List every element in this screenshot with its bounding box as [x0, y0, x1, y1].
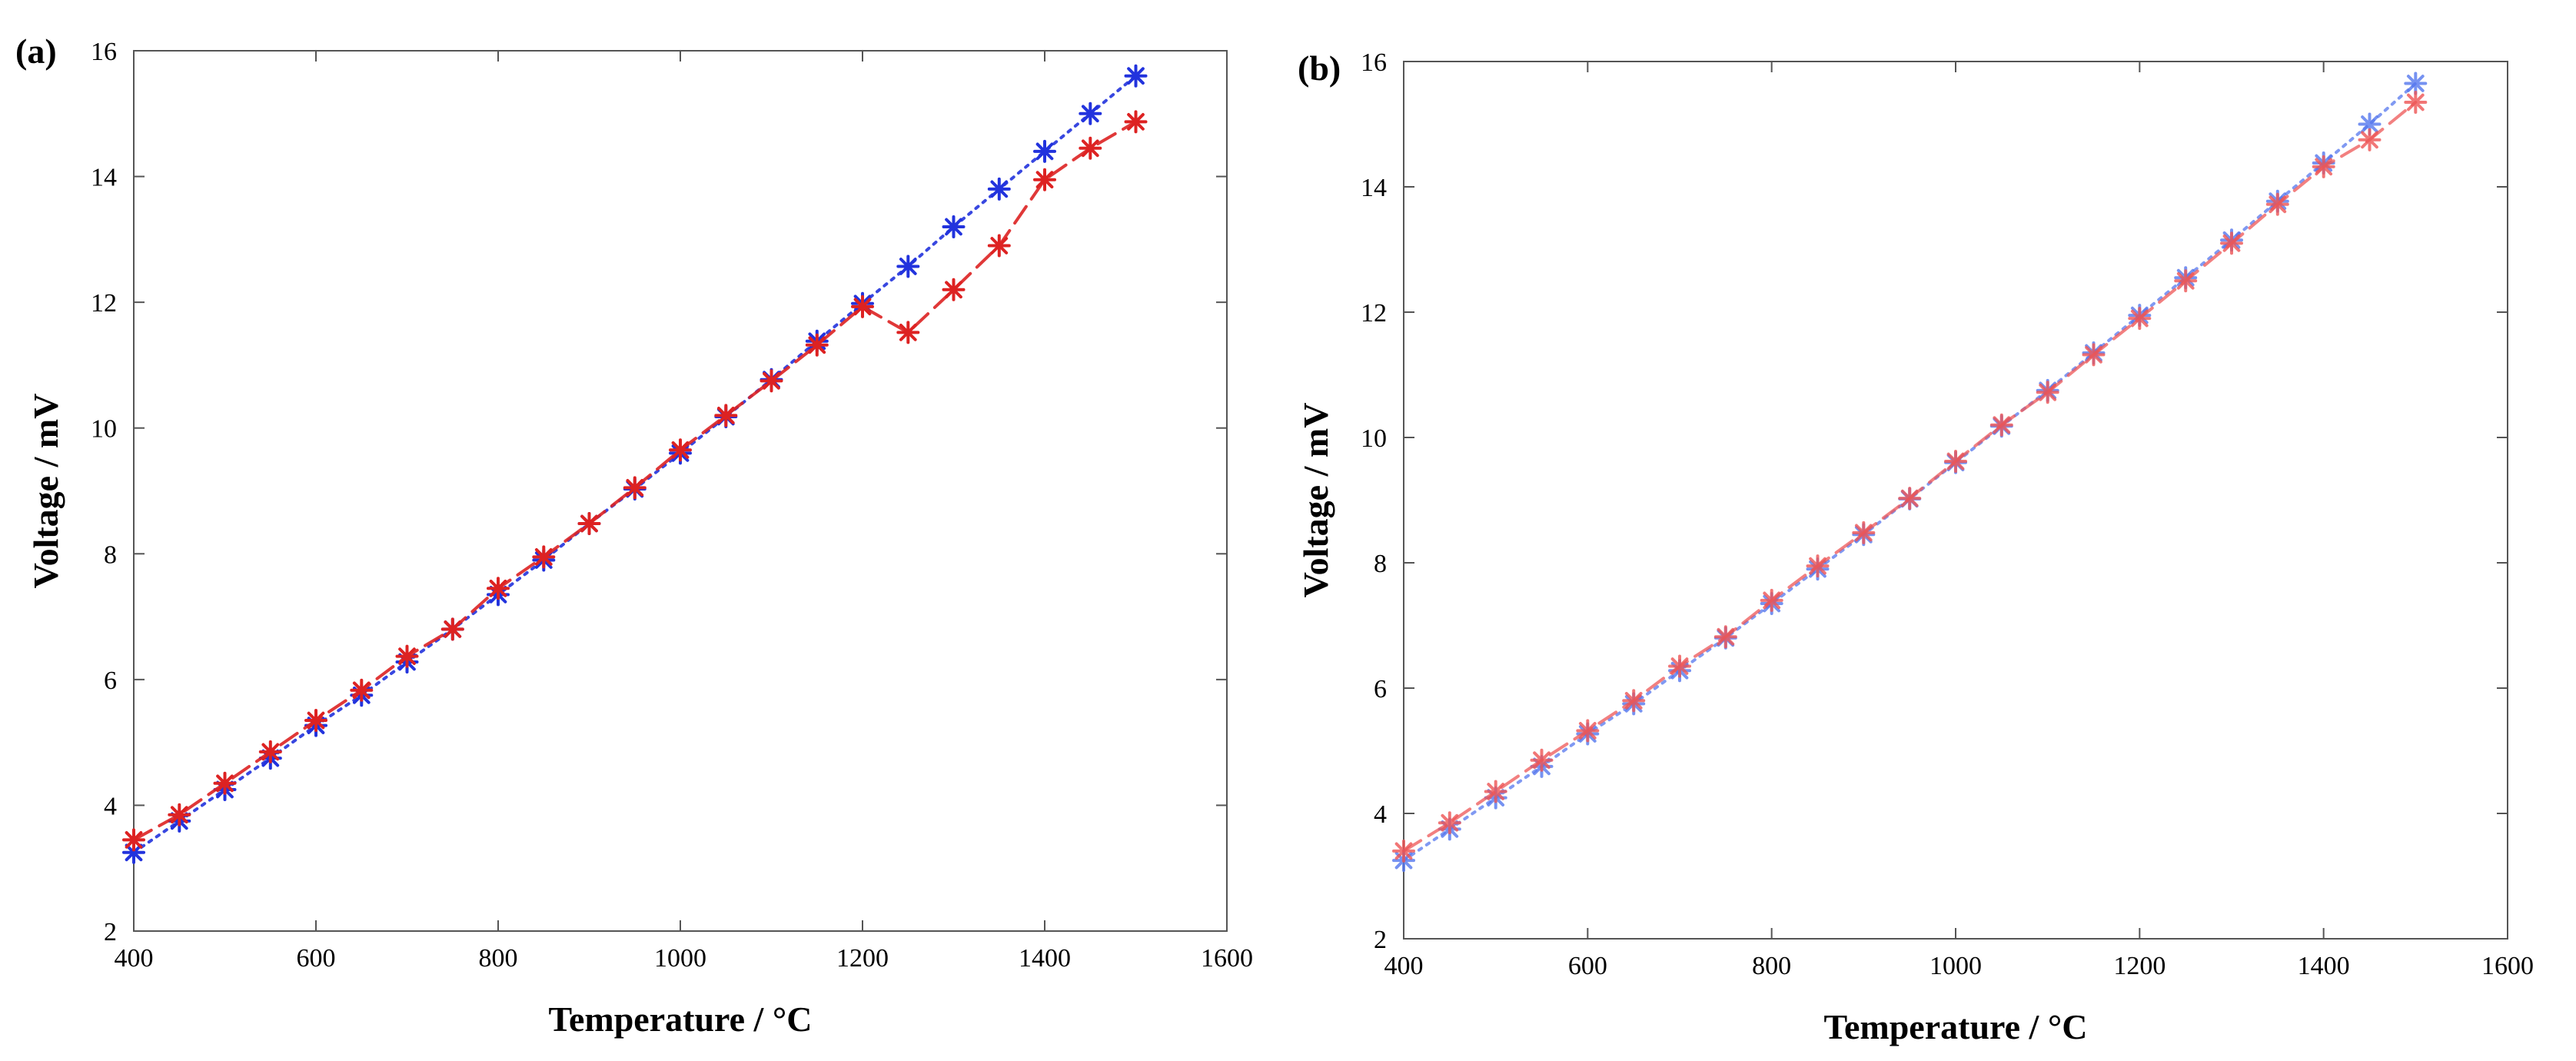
data-point — [1530, 748, 1554, 772]
data-point — [1033, 139, 1056, 163]
data-point — [1079, 101, 1102, 125]
data-point — [1944, 450, 1967, 473]
data-point — [168, 803, 191, 827]
y-tick-label: 16 — [91, 38, 117, 66]
data-point — [2128, 307, 2152, 331]
x-tick-label: 1600 — [2481, 952, 2534, 980]
y-tick-label: 2 — [1374, 926, 1387, 954]
x-tick-label: 1400 — [1019, 944, 1071, 973]
data-point — [1806, 554, 1830, 578]
data-point — [623, 476, 646, 500]
x-tick-label: 400 — [1384, 952, 1424, 980]
x-tick-label: 800 — [1752, 952, 1791, 980]
data-point — [2312, 155, 2335, 178]
panel-label: (b) — [1298, 48, 1341, 88]
data-point — [760, 369, 783, 393]
data-point — [1576, 719, 1600, 743]
data-point — [1438, 811, 1461, 835]
data-point — [896, 321, 920, 344]
data-point — [2404, 91, 2428, 114]
x-tick-label: 1200 — [836, 944, 889, 973]
chart-panel-a: 400 600 800 1000 1200 1400 1600 2 4 6 8 10 12 14 16 Tem… — [15, 32, 1253, 1039]
y-tick-label: 6 — [104, 667, 117, 695]
chart-panel-b: 400 600 800 1000 1200 1400 1600 2 4 6 8 10 12 14 16 Tem… — [1296, 48, 2534, 1046]
data-point — [1898, 487, 1922, 511]
data-point — [213, 771, 237, 795]
y-tick-label: 4 — [1374, 800, 1387, 829]
data-point — [1124, 64, 1148, 88]
data-point — [1713, 625, 1737, 649]
data-point — [1622, 689, 1646, 713]
data-point — [942, 278, 966, 301]
x-tick-label: 400 — [115, 944, 154, 973]
y-tick-label: 2 — [104, 918, 117, 946]
data-point — [1484, 780, 1507, 803]
data-point — [1392, 839, 1415, 863]
data-point — [2174, 269, 2198, 293]
y-axis-title: Voltage / mV — [1296, 403, 1335, 598]
data-point — [2358, 128, 2382, 151]
data-point — [714, 404, 738, 427]
data-point — [1668, 654, 1691, 678]
data-point — [2220, 231, 2243, 255]
data-point — [987, 234, 1011, 258]
y-tick-label: 14 — [1361, 174, 1387, 202]
plot-frame — [133, 50, 1228, 932]
y-tick-label: 12 — [1361, 299, 1387, 328]
y-tick-label: 16 — [1361, 48, 1387, 77]
data-point — [2265, 192, 2289, 216]
series-line-red — [1402, 101, 2418, 853]
y-tick-label: 8 — [104, 540, 117, 569]
data-point — [350, 678, 374, 702]
data-point — [987, 177, 1011, 201]
data-point — [395, 644, 419, 668]
data-point — [577, 512, 601, 535]
data-point — [258, 740, 282, 763]
x-tick-label: 1600 — [1201, 944, 1253, 973]
data-point — [1852, 521, 1876, 544]
data-point — [1079, 136, 1102, 160]
x-tick-label: 600 — [297, 944, 336, 973]
y-tick-label: 8 — [1374, 550, 1387, 578]
x-tick-label: 1400 — [2298, 952, 2350, 980]
x-tick-label: 1000 — [1930, 952, 1982, 980]
y-tick-label: 6 — [1374, 675, 1387, 703]
y-tick-label: 4 — [104, 792, 117, 820]
data-point — [851, 294, 874, 318]
x-axis-title: Temperature / °C — [1824, 1007, 2088, 1046]
data-point — [2404, 72, 2428, 95]
y-axis-title: Voltage / mV — [26, 394, 65, 589]
data-point — [805, 333, 829, 357]
panel-label: (a) — [15, 32, 57, 71]
x-tick-label: 600 — [1568, 952, 1607, 980]
y-tick-label: 10 — [1361, 424, 1387, 453]
data-point — [2082, 343, 2106, 367]
data-point — [304, 709, 327, 732]
data-point — [122, 828, 145, 852]
x-axis-title: Temperature / °C — [549, 999, 813, 1039]
y-tick-label: 14 — [91, 164, 117, 192]
x-tick-label: 1000 — [654, 944, 706, 973]
data-point — [669, 438, 692, 462]
data-point — [942, 215, 966, 238]
data-point — [896, 254, 920, 278]
x-tick-label: 800 — [479, 944, 518, 973]
data-point — [487, 577, 510, 600]
y-tick-label: 10 — [91, 415, 117, 444]
data-point — [1989, 413, 2013, 437]
data-point — [2036, 381, 2059, 404]
data-point — [1760, 588, 1783, 612]
plot-frame — [1403, 61, 2508, 940]
data-point — [532, 545, 556, 569]
series-line-blue — [132, 74, 1138, 854]
data-point — [1033, 168, 1056, 191]
series-line-blue — [1402, 81, 2418, 863]
data-point — [1124, 110, 1148, 134]
x-tick-label: 1200 — [2113, 952, 2166, 980]
y-tick-label: 12 — [91, 289, 117, 318]
data-point — [440, 617, 464, 641]
